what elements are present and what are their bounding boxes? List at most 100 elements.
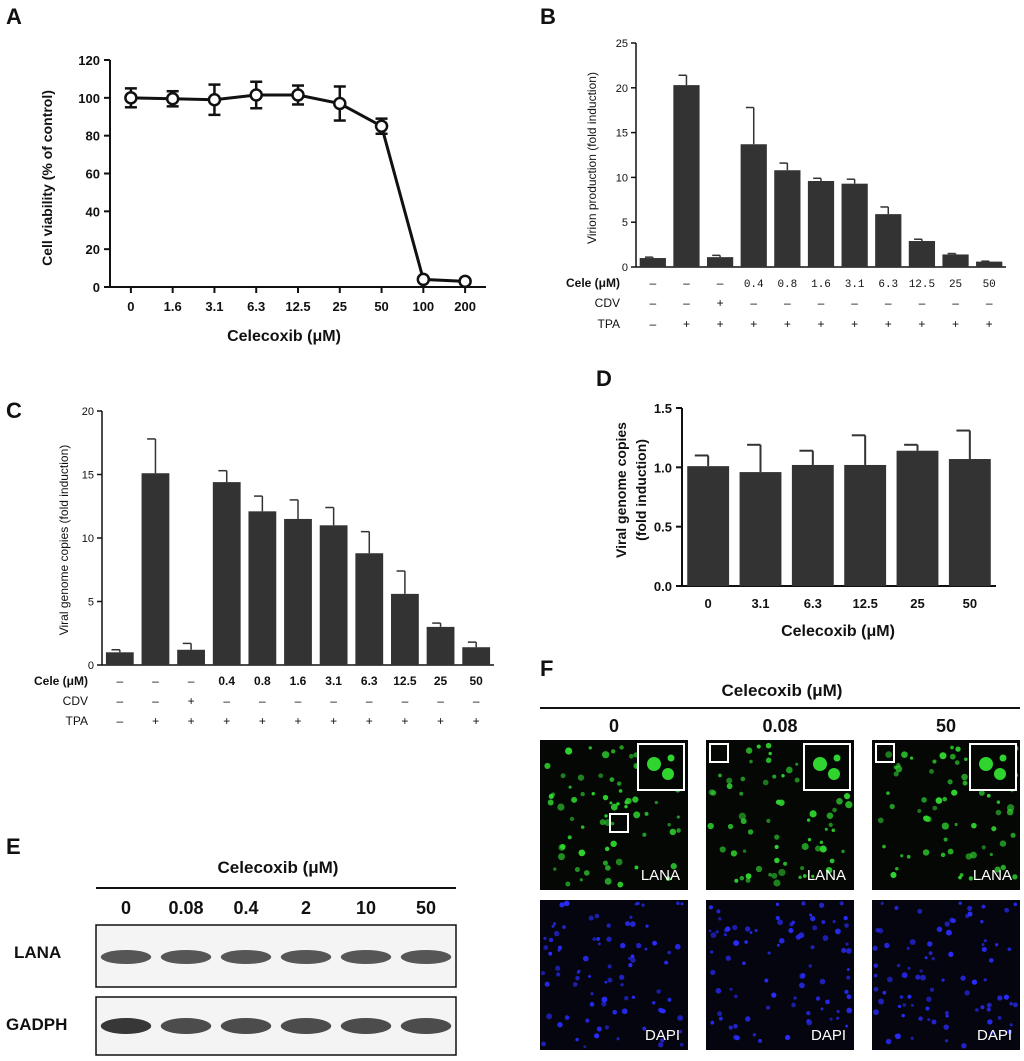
lana-cell [617,881,624,888]
lana-cell [1012,874,1018,880]
blot-lane-label: 0.4 [233,898,258,918]
lana-cell [845,801,853,809]
dapi-nucleus [981,904,986,909]
lana-cell [893,771,899,777]
panel-c-row-cell: – [366,694,373,708]
lana-cell [774,834,780,840]
panel-a-marks [124,80,472,289]
dapi-stain-label: DAPI [977,1027,1012,1044]
dapi-nucleus [660,1038,665,1043]
dapi-nucleus [880,901,884,905]
dapi-nucleus [620,942,626,949]
dapi-nucleus [825,999,830,1005]
lana-cell [739,875,745,881]
lana-cell [634,865,639,870]
dapi-nucleus [987,1019,993,1025]
lana-cell [544,762,551,769]
blot-band-lana [220,950,272,964]
lana-cell [719,846,726,853]
panel-c-row-cell: + [473,714,480,728]
lana-cell [707,822,714,830]
blot-lane-label: 0.08 [168,898,203,918]
dapi-nucleus [920,974,926,981]
panel-b-bar [976,261,1003,267]
panel-c-row-cell: 6.3 [361,674,378,688]
lana-cell [632,796,639,803]
panel-b-row-cell: 50 [983,279,996,291]
panel-b-row-cell: + [717,317,724,331]
blot-lane-label: 50 [416,898,436,918]
blot-lane-label: 2 [301,898,311,918]
lana-cell [738,812,747,821]
panel-b-row-cell: + [784,317,791,331]
dapi-nucleus [990,1031,994,1035]
dapi-nucleus [601,1001,607,1007]
lana-cell [825,866,833,874]
dapi-nucleus [745,1016,751,1022]
lana-cell [890,871,897,879]
dapi-nucleus [723,933,727,937]
dapi-nucleus [793,996,797,1000]
dapi-nucleus [894,905,899,911]
panel-c-marks [105,438,491,665]
dapi-nucleus [776,943,780,947]
lana-cell [565,747,570,751]
dapi-nucleus [715,930,719,934]
dapi-nucleus [742,961,746,966]
dapi-nucleus [552,922,557,926]
dapi-nucleus [878,998,885,1005]
panel-c-row-label: Cele (μM) [34,674,88,688]
panel-c-row-cell: – [116,674,123,688]
dapi-nucleus [592,937,596,941]
panel-c-row-cell: + [188,714,195,728]
lana-cell [615,858,623,866]
dapi-nucleus [775,902,780,907]
blot-band-gadph [100,1018,152,1034]
dapi-nucleus [628,962,633,968]
blot-band-gadph [280,1018,332,1034]
lana-zoom-cell [999,754,1007,762]
panel-b-row-cell: 1.6 [811,279,831,291]
panel-c-row-cell: – [223,694,230,708]
panel-b-marks [639,74,1003,267]
lana-cell [824,827,828,831]
dapi-nucleus [588,915,594,921]
lana-cell [895,867,899,871]
lana-cell [756,744,761,749]
dapi-nucleus [576,971,580,975]
dapi-nucleus [733,940,740,946]
blot-band-lana [280,950,332,964]
dapi-nucleus [981,943,985,946]
lana-cell [773,879,781,887]
dapi-nucleus [836,1009,840,1014]
dapi-nucleus [630,957,636,963]
panel-c-row-cell: – [116,694,123,708]
dapi-nucleus [788,928,794,934]
lana-cell [991,826,997,832]
dapi-nucleus [734,994,738,999]
dapi-nucleus [899,995,904,999]
dapi-nucleus [806,1010,811,1016]
panel-d-axes: 0.0 0.5 1.0 1.5 0 3.1 6.3 12.5 25 50 [654,401,996,611]
panel-b-row-cell: + [750,317,757,331]
dapi-nucleus [616,1037,620,1041]
lana-cell [654,800,659,805]
panel-b-ytick-label: 10 [616,172,628,184]
dapi-nucleus [931,1019,937,1025]
dapi-nucleus [725,926,731,932]
lana-cell [775,799,781,805]
panel-label-f: F [540,656,553,681]
lana-cell [604,846,610,852]
dapi-nucleus [658,1042,664,1048]
dapi-nucleus [948,951,954,958]
dapi-nucleus [575,975,580,981]
lana-cell [819,840,824,845]
panel-a-xtick-label: 200 [454,299,476,314]
lana-cell [628,753,634,759]
panel-f-fluorescence: Celecoxib (μM) 0 LANA DAPI 0.08 LANA DAPI 50 LA… [540,681,1020,1050]
panel-label-a: A [6,4,22,29]
lana-cell [616,802,620,806]
dapi-nucleus [644,947,648,951]
lana-cell [578,849,586,857]
